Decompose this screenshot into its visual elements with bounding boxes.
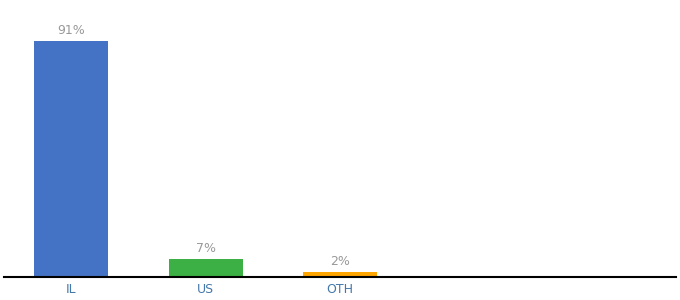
- Text: 2%: 2%: [330, 255, 350, 268]
- Text: 91%: 91%: [57, 24, 85, 37]
- Bar: [169, 259, 243, 277]
- Bar: [35, 40, 108, 277]
- Bar: [303, 272, 377, 277]
- Text: 7%: 7%: [196, 242, 216, 255]
